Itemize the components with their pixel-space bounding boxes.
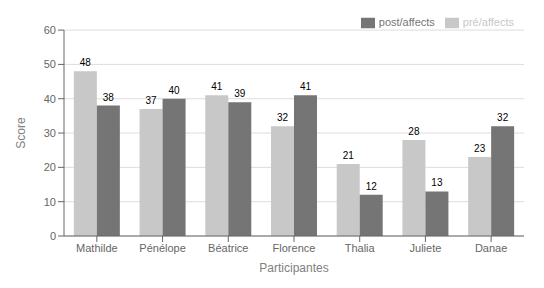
svg-text:Pénélope: Pénélope [139,242,186,254]
svg-text:Score: Score [14,117,28,149]
svg-text:32: 32 [277,112,289,123]
svg-text:20: 20 [44,161,56,173]
svg-text:60: 60 [44,24,56,36]
svg-text:28: 28 [408,126,420,137]
svg-text:Mathilde: Mathilde [76,242,118,254]
svg-text:37: 37 [146,95,158,106]
html-text:pré/affects: pré/affects [462,16,514,28]
svg-text:32: 32 [497,112,509,123]
svg-text:10: 10 [44,196,56,208]
svg-text:Participantes: Participantes [259,261,328,275]
svg-text:23: 23 [474,143,486,154]
svg-text:12: 12 [366,181,378,192]
svg-text:21: 21 [343,150,355,161]
svg-text:Juliete: Juliete [410,242,442,254]
svg-text:Danae: Danae [475,242,507,254]
svg-text:0: 0 [50,230,56,242]
svg-text:40: 40 [169,85,181,96]
svg-text:Florence: Florence [273,242,316,254]
svg-text:48: 48 [80,57,92,68]
svg-text:41: 41 [300,81,312,92]
svg-text:Thalia: Thalia [345,242,376,254]
svg-text:41: 41 [211,81,223,92]
svg-text:40: 40 [44,93,56,105]
svg-text:30: 30 [44,127,56,139]
svg-text:50: 50 [44,58,56,70]
svg-text:13: 13 [431,177,443,188]
svg-text:38: 38 [103,92,115,103]
html-text:post/affects: post/affects [378,16,435,28]
svg-text:Béatrice: Béatrice [208,242,248,254]
svg-text:39: 39 [234,88,246,99]
